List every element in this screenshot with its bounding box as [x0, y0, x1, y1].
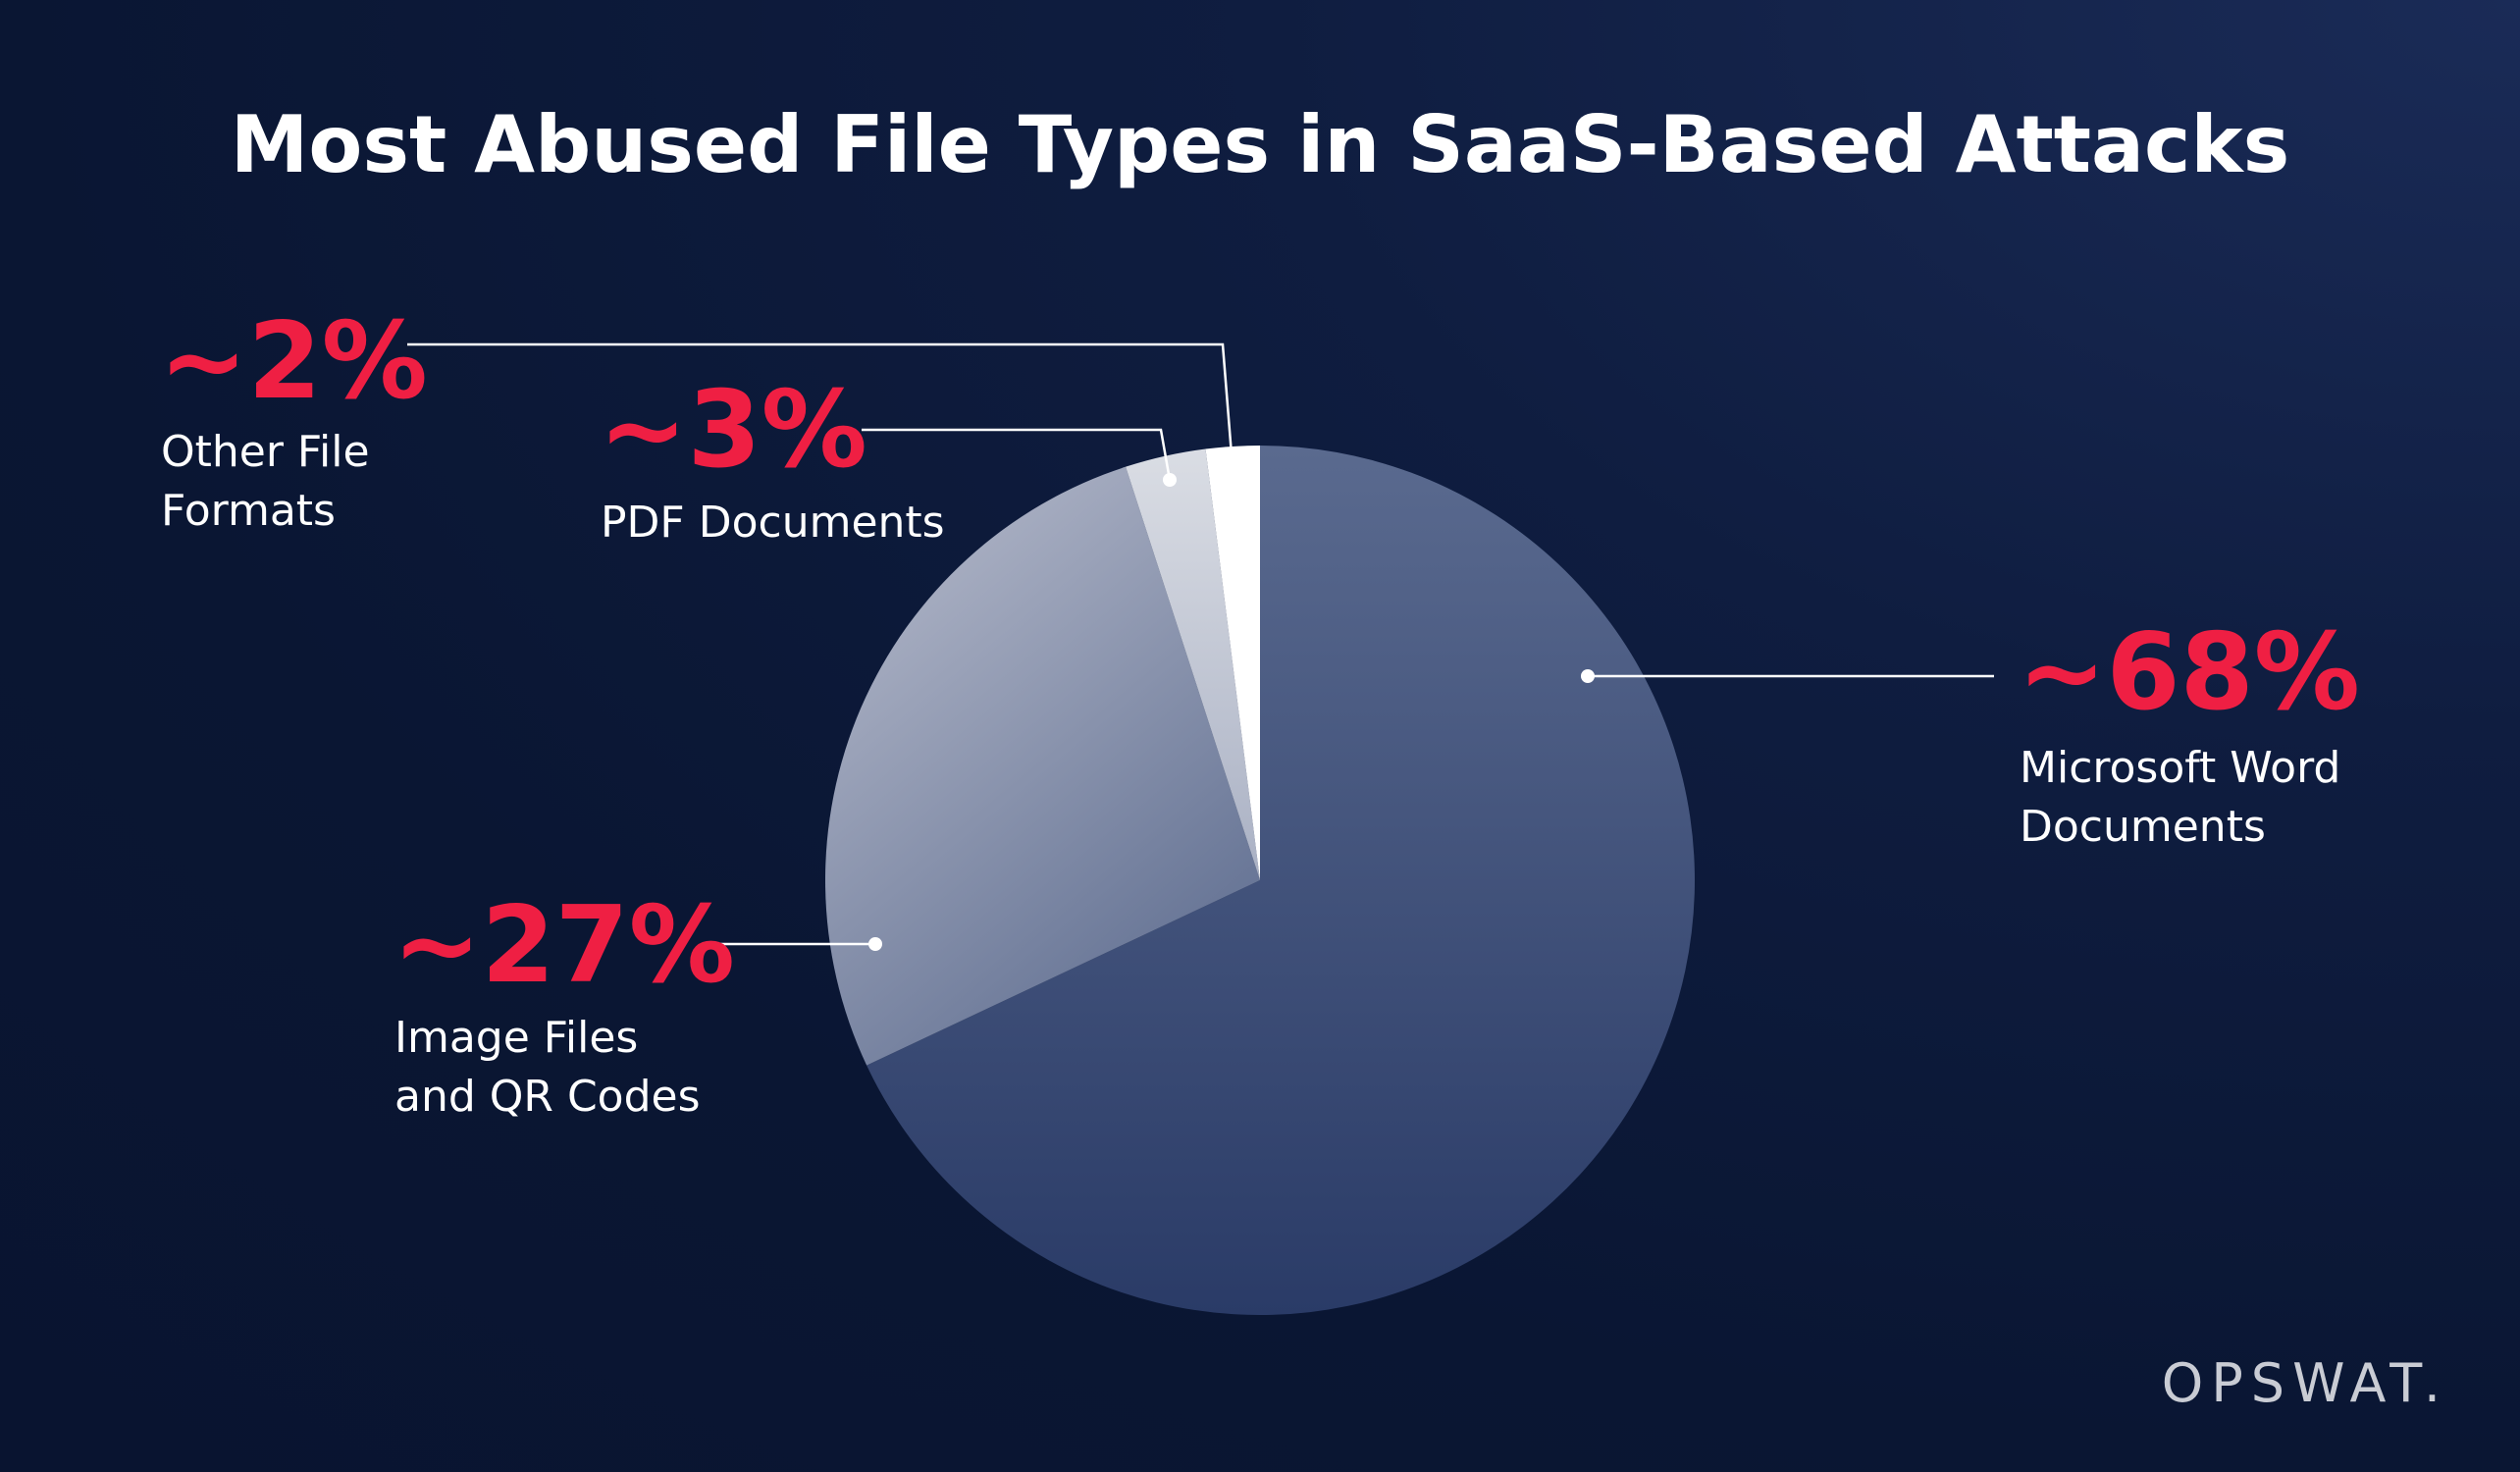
label-text-word-line1: Microsoft Word — [2020, 743, 2340, 793]
label-text-word-line2: Documents — [2020, 802, 2266, 852]
opswat-logo: OPSWAT. — [2162, 1352, 2448, 1414]
label-text-other-line2: Formats — [161, 486, 336, 536]
leader-dot-other — [1226, 460, 1239, 474]
pie-slice-pdf — [1126, 448, 1260, 880]
pie-slice-other — [1205, 446, 1260, 880]
label-text-other-line1: Other File — [161, 427, 370, 477]
pie-slice-microsoft-word — [866, 446, 1695, 1315]
label-value-image: ~27% — [393, 884, 735, 1007]
label-text-image-line1: Image Files — [394, 1013, 638, 1063]
leader-line-pdf — [862, 428, 1172, 481]
chart-title: Most Abused File Types in SaaS-Based Att… — [231, 99, 2289, 190]
leader-dot-word — [1581, 669, 1595, 683]
label-value-other: ~2% — [159, 300, 428, 423]
label-text-image-line2: and QR Codes — [394, 1072, 701, 1122]
label-value-pdf: ~3% — [599, 369, 867, 492]
pie-slice-image-files — [824, 466, 1260, 1066]
leader-dot-pdf — [1163, 473, 1177, 487]
label-value-word: ~68% — [2018, 611, 2360, 734]
leader-dot-image — [868, 937, 882, 951]
label-text-pdf: PDF Documents — [601, 498, 945, 548]
leader-line-other — [407, 342, 1234, 468]
